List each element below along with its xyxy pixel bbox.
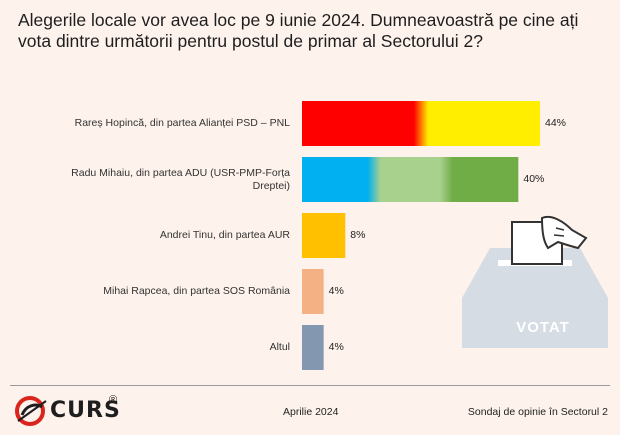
bar-5 bbox=[302, 325, 324, 370]
bar-chart bbox=[302, 101, 540, 370]
category-label: Andrei Tinu, din partea AUR bbox=[159, 229, 290, 241]
chart-title: Alegerile locale vor avea loc pe 9 iunie… bbox=[18, 10, 579, 51]
category-label: Mihai Rapcea, din partea SOS România bbox=[103, 285, 290, 297]
ballot-box-label: VOTAT bbox=[516, 319, 570, 336]
value-label: 40% bbox=[523, 172, 545, 185]
bar-2 bbox=[302, 157, 519, 202]
ballot-box-icon bbox=[462, 216, 608, 348]
footer-divider bbox=[10, 385, 610, 386]
curs-logo-icon bbox=[15, 396, 47, 426]
registered-mark: ® bbox=[109, 394, 118, 406]
value-label: 8% bbox=[350, 228, 366, 241]
bar-3 bbox=[302, 213, 346, 258]
footer-survey-name: Sondaj de opinie în Sectorul 2 bbox=[467, 406, 608, 418]
curs-logo-text: CURS bbox=[50, 398, 121, 423]
footer-date: Aprilie 2024 bbox=[283, 406, 339, 418]
bar-1 bbox=[302, 101, 540, 146]
category-label: Rareș Hopincă, din partea Alianței PSD –… bbox=[74, 117, 290, 129]
value-label: 44% bbox=[545, 116, 567, 129]
value-label: 4% bbox=[328, 340, 344, 353]
value-label: 4% bbox=[328, 284, 344, 297]
bar-4 bbox=[302, 269, 324, 314]
category-label: Altul bbox=[269, 341, 290, 353]
category-label: Radu Mihaiu, din partea ADU (USR-PMP-For… bbox=[71, 166, 290, 192]
